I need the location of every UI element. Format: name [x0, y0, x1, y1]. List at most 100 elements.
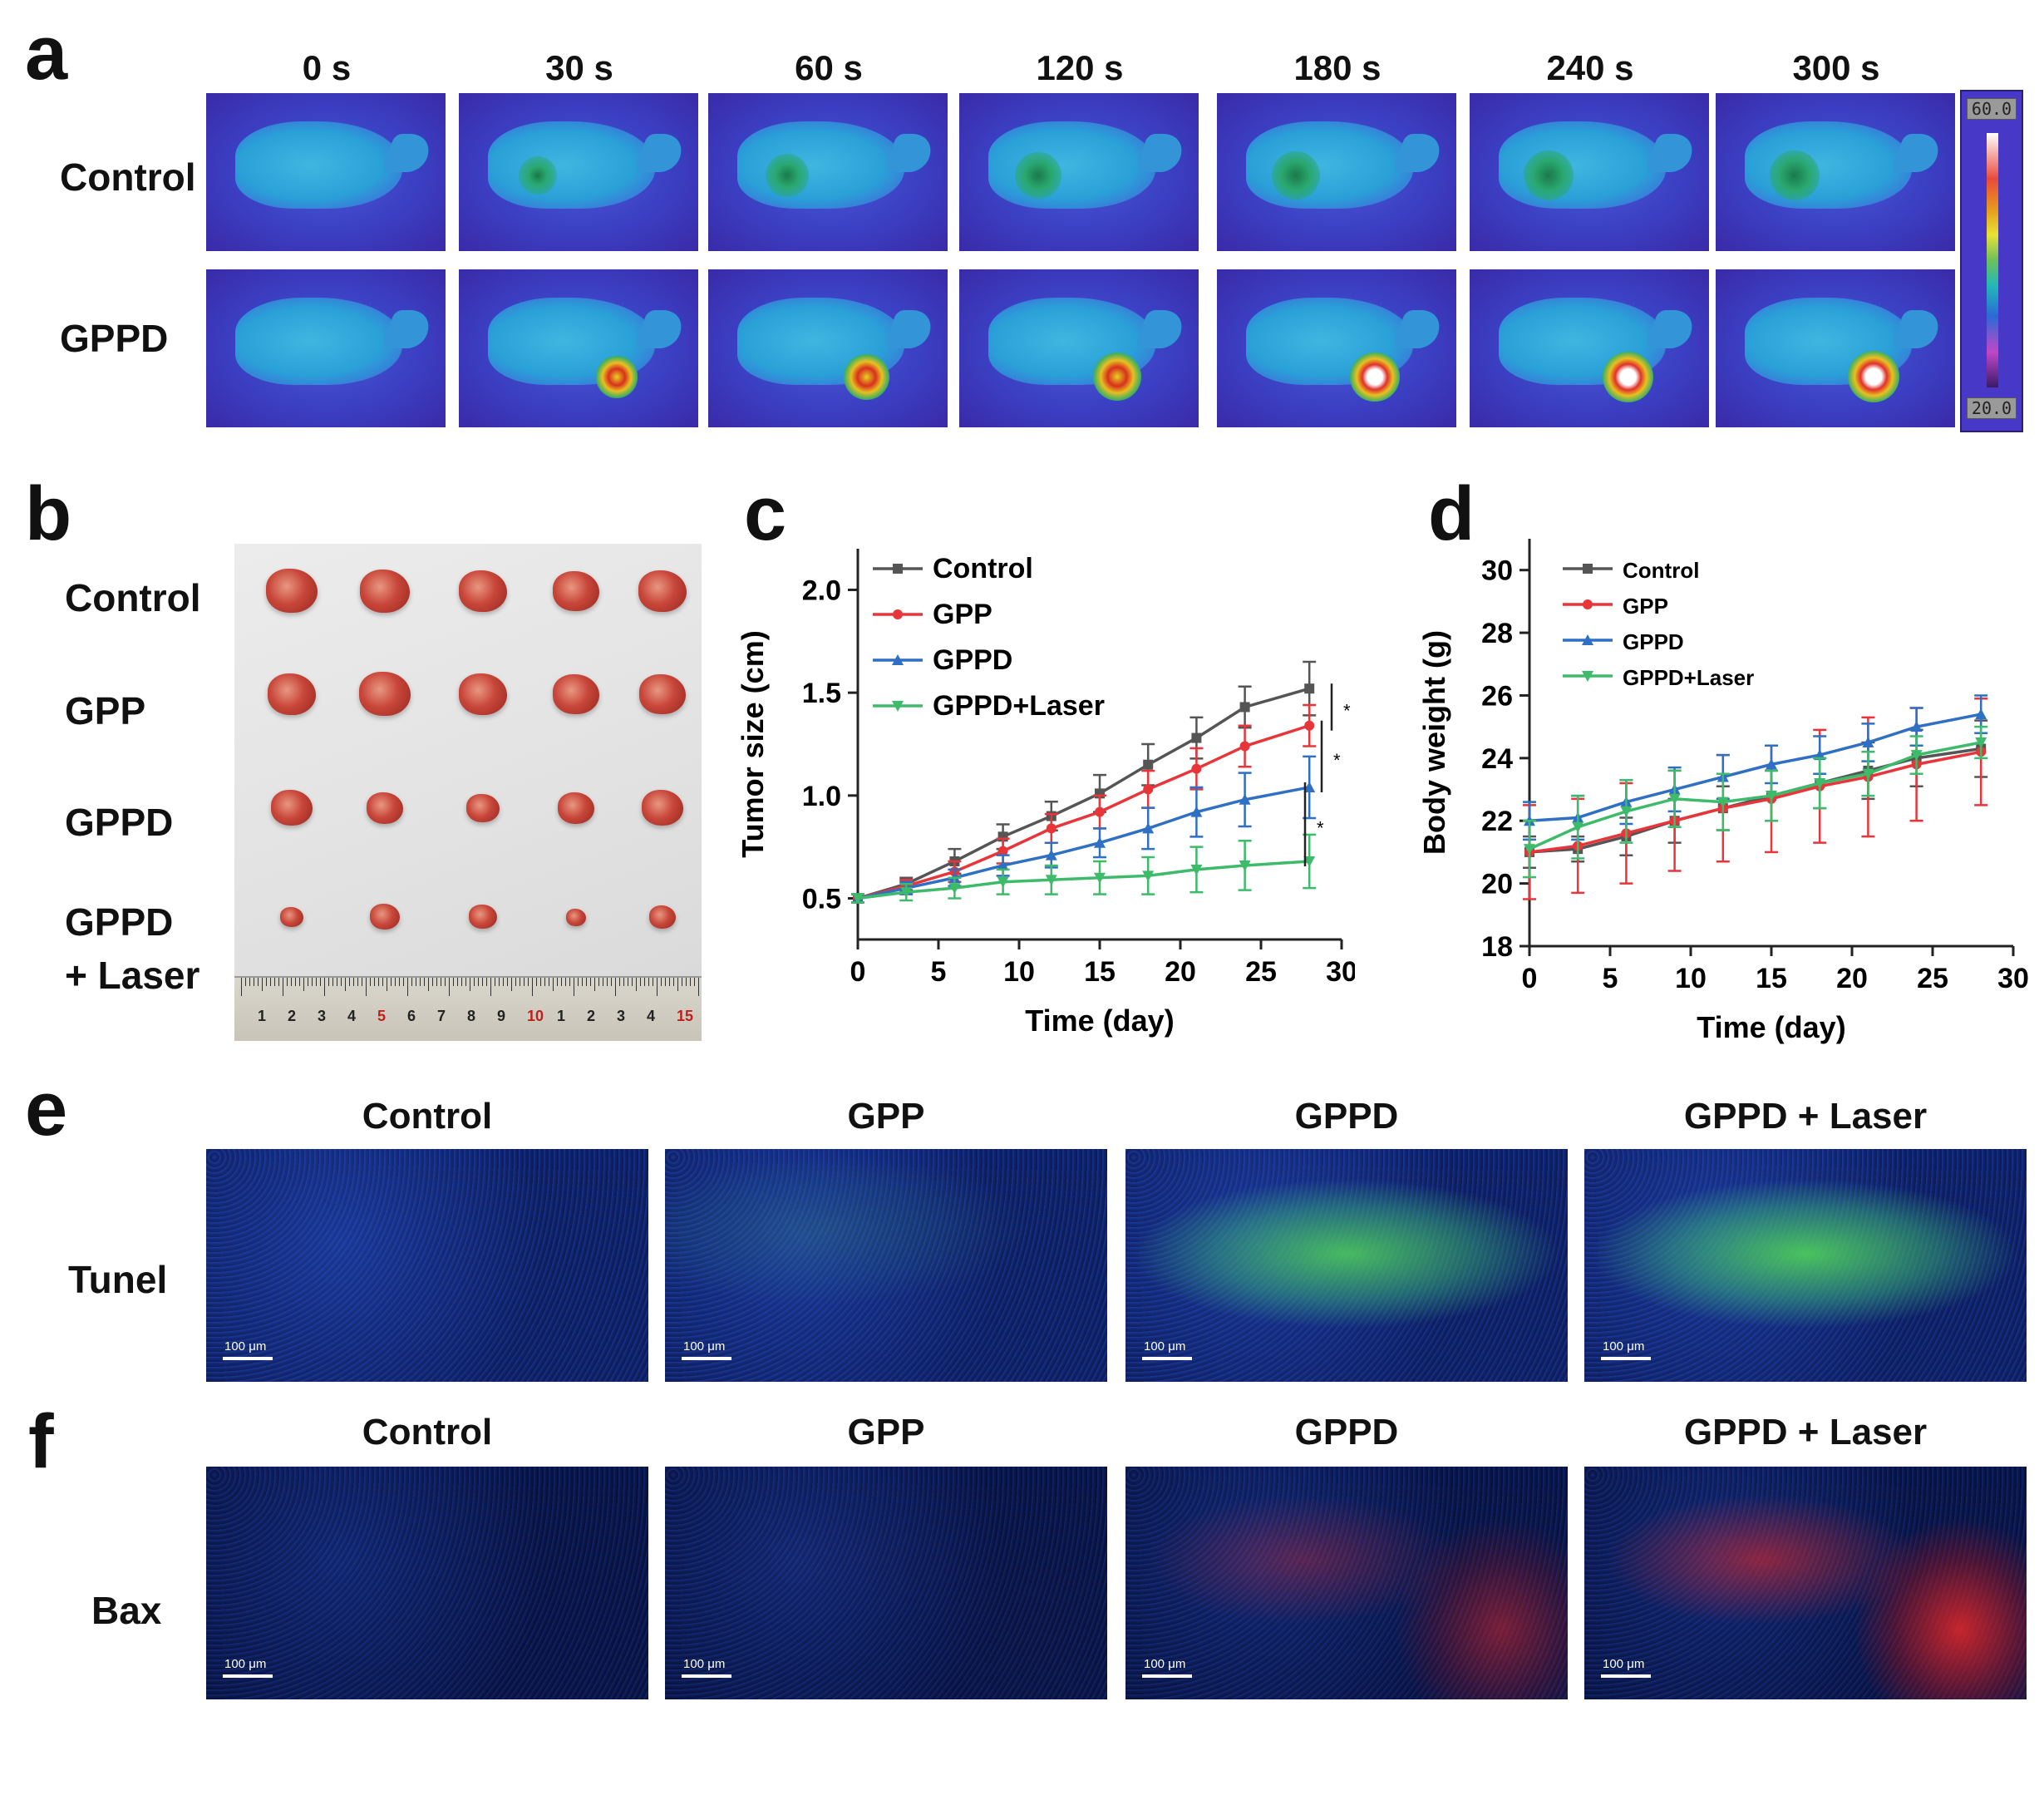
time-label: 60 s: [795, 48, 863, 87]
ruler-tick: [411, 978, 412, 986]
data-point-gpp: [1046, 823, 1056, 834]
x-tick-label: 30: [1326, 956, 1355, 988]
ruler-tick: [453, 978, 454, 986]
thermal-image-gppd: [206, 269, 446, 427]
mouse-silhouette: [1498, 121, 1667, 209]
data-point-gppd-laser: [948, 883, 961, 895]
legend-label-control: Control: [1623, 558, 1699, 583]
ruler-tick: [553, 978, 554, 991]
heat-spot: [843, 353, 889, 400]
ruler-tick: [391, 978, 392, 986]
ruler-tick: [511, 978, 512, 991]
panel-e-letter: e: [25, 1067, 68, 1152]
ruler-tick: [461, 978, 462, 986]
ruler-tick: [432, 978, 433, 986]
ruler-tick: [532, 978, 533, 996]
legend-marker-control: [1583, 564, 1593, 574]
tunel-row-label: Tunel: [68, 1258, 168, 1301]
x-tick-label: 5: [931, 956, 947, 988]
ruler-tick: [565, 978, 566, 986]
data-point-gppd-laser: [1045, 875, 1057, 886]
data-point-gppd: [1239, 793, 1251, 805]
ruler-tick: [540, 978, 541, 986]
ruler-tick: [698, 978, 699, 996]
ruler-tick: [403, 978, 404, 986]
thermal-image-control: [459, 93, 698, 251]
thermal-image-gppd: [959, 269, 1199, 427]
legend-marker-gppd: [1582, 634, 1593, 645]
ruler-tick: [611, 978, 612, 986]
mouse-head: [1644, 134, 1700, 172]
ruler-tick: [507, 978, 508, 986]
ruler-tick: [395, 978, 396, 986]
legend-label-gppd: GPPD: [1623, 629, 1684, 654]
scale-bar: [1142, 1674, 1192, 1678]
x-tick-label: 20: [1165, 956, 1196, 988]
ruler-tick: [690, 978, 691, 986]
ruler-tick: [299, 978, 300, 986]
data-point-gpp: [1191, 763, 1202, 774]
ruler-tick: [349, 978, 350, 986]
ruler-tick: [578, 978, 579, 986]
data-point-gppd-laser: [1239, 860, 1251, 871]
panel-b-letter: b: [25, 471, 72, 556]
y-tick-label: 20: [1481, 869, 1513, 900]
mouse-head: [1644, 310, 1700, 348]
series-line-gppd: [1529, 713, 1982, 822]
ruler-tick: [374, 978, 375, 986]
ruler-number: 2: [587, 1008, 596, 1024]
heat-spot: [1848, 351, 1900, 403]
scale-bar-label: 100 μm: [1144, 1657, 1186, 1671]
ruler-tick: [258, 978, 259, 986]
tumor-gppd: [642, 790, 683, 826]
tumor-row-label-gpp: GPP: [65, 689, 146, 732]
tumor-gpp: [359, 672, 411, 717]
ruler-tick: [266, 978, 267, 986]
heat-spot: [1524, 150, 1574, 200]
tumor-gppd-laser: [566, 909, 586, 926]
series-line-gpp: [857, 724, 1310, 900]
ruler-tick: [245, 978, 246, 986]
y-tick-label: 30: [1481, 555, 1513, 587]
ruler: 1 2 3 4 5 6 7 8 9 10 1 2 3 4 15: [234, 976, 702, 1041]
ruler-number: 9: [497, 1008, 506, 1024]
x-axis-label: Time (day): [1697, 1010, 1845, 1044]
ruler-tick: [503, 978, 504, 986]
data-point-gppd-laser: [1668, 793, 1681, 805]
bax-micrograph: 100 μm: [1125, 1467, 1568, 1699]
colorbar-gradient: [1987, 133, 1998, 387]
ruler-tick: [407, 978, 408, 996]
thermal-image-control: [206, 93, 446, 251]
ruler-tick: [636, 978, 637, 991]
y-axis-label: Body weight (g): [1417, 630, 1451, 855]
ruler-tick: [378, 978, 379, 986]
scale-bar: [223, 1674, 273, 1678]
ruler-tick: [623, 978, 624, 986]
ruler-tick: [673, 978, 674, 986]
legend-label-gpp: GPP: [1623, 594, 1668, 619]
mouse-head: [1134, 134, 1189, 172]
ruler-tick: [357, 978, 358, 986]
thermal-image-gppd: [1217, 269, 1456, 427]
tumor-gpp: [268, 673, 316, 715]
ruler-tick: [278, 978, 279, 986]
tumor-gppd: [466, 794, 500, 823]
time-label: 300 s: [1792, 48, 1880, 87]
data-point-gppd: [1190, 806, 1203, 817]
y-axis-label: Tumor size (cm): [736, 630, 770, 857]
ruler-number: 2: [288, 1008, 297, 1024]
ruler-tick: [332, 978, 333, 986]
data-point-gpp: [1304, 720, 1315, 731]
y-tick-label: 1.0: [802, 781, 841, 812]
ruler-tick: [607, 978, 608, 986]
ruler-number: 4: [347, 1008, 357, 1024]
temperature-colorbar: 60.0 20.0: [1960, 90, 2023, 432]
bax-title: GPPD + Laser: [1683, 1412, 1928, 1452]
ruler-tick: [424, 978, 425, 986]
ruler-tick: [291, 978, 292, 986]
ruler-number: 3: [318, 1008, 327, 1024]
x-axis-label: Time (day): [1025, 1004, 1174, 1038]
data-point-gppd-laser: [1572, 821, 1584, 833]
ruler-tick: [615, 978, 616, 996]
panel-a-letter: a: [25, 11, 68, 96]
